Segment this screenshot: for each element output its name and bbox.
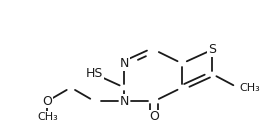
Text: O: O <box>43 95 52 108</box>
Text: O: O <box>149 110 159 123</box>
Text: CH₃: CH₃ <box>240 83 261 92</box>
Text: CH₃: CH₃ <box>37 112 58 122</box>
Text: HS: HS <box>86 67 103 80</box>
Text: N: N <box>120 95 129 108</box>
Text: N: N <box>120 57 129 70</box>
Text: S: S <box>208 43 216 56</box>
